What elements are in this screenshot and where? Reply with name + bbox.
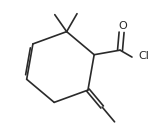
Text: O: O	[118, 21, 127, 31]
Text: Cl: Cl	[138, 51, 149, 61]
